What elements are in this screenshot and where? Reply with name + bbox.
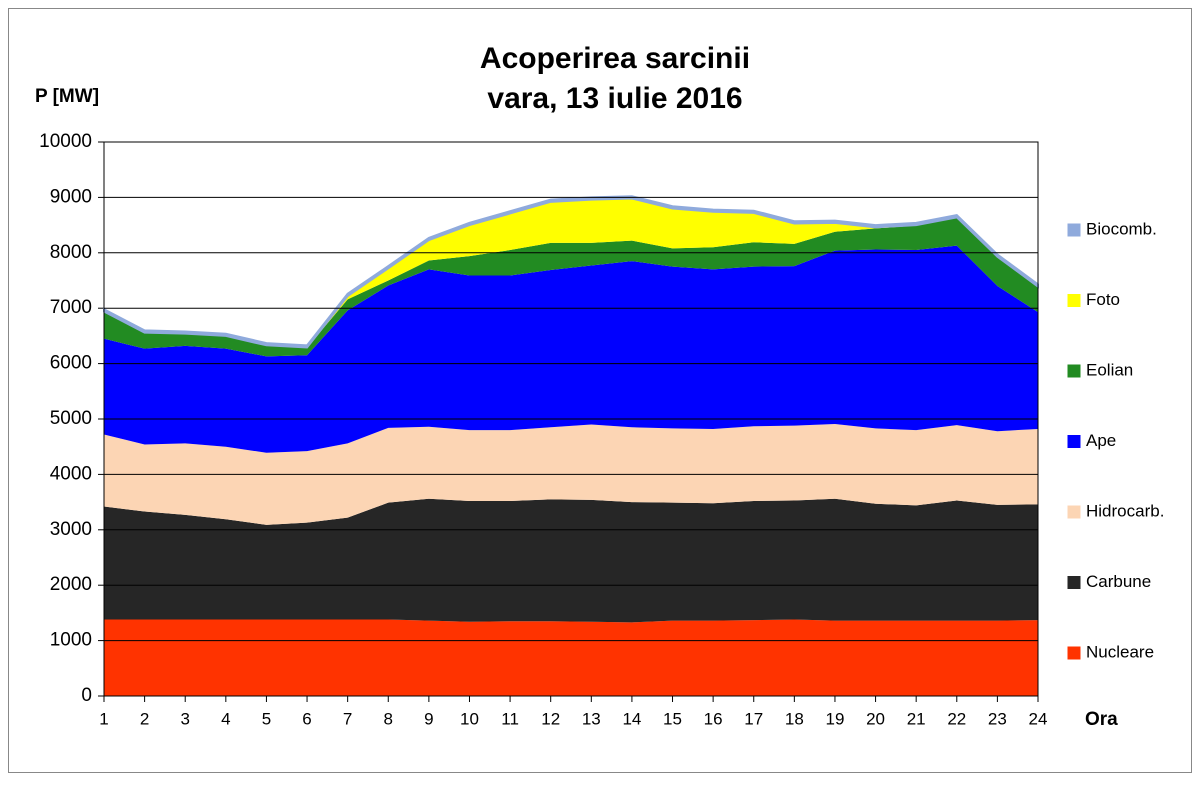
y-tick-label: 5000 [50,408,92,429]
x-tick-label: 13 [582,709,601,728]
legend-label: Hidrocarb. [1086,501,1164,520]
legend-swatch [1067,576,1081,589]
x-tick-label: 16 [704,709,723,728]
x-tick-label: 9 [424,709,433,728]
x-tick-label: 17 [744,709,763,728]
y-axis-title: P [MW] [35,86,99,107]
y-tick-label: 6000 [50,353,92,374]
x-axis-title: Ora [1085,709,1118,730]
y-tick-label: 3000 [50,519,92,540]
legend-swatch [1067,223,1081,237]
x-tick-label: 5 [262,709,271,728]
x-tick-label: 22 [947,709,966,728]
y-tick-label: 9000 [50,186,92,207]
legend-swatch [1067,294,1081,307]
x-tick-label: 20 [866,709,885,728]
area [104,245,1038,453]
y-tick-label: 8000 [50,242,92,263]
x-tick-label: 3 [180,709,189,728]
x-tick-label: 11 [501,709,519,728]
x-tick-label: 4 [221,709,230,728]
x-tick-label: 14 [622,709,641,728]
legend-swatch [1067,646,1081,660]
x-tick-label: 15 [663,709,682,728]
plot-border [103,141,1039,697]
legend-label: Biocomb. [1086,219,1157,238]
legend-label: Carbune [1086,572,1151,591]
y-tick-label: 4000 [50,463,92,484]
legend-swatch [1067,364,1081,378]
x-tick-label: 18 [785,709,804,728]
legend-label: Ape [1086,431,1116,450]
legend-label: Nucleare [1086,642,1154,661]
y-tick-label: 1000 [50,630,92,651]
x-tick-label: 1 [99,709,108,728]
y-tick-label: 2000 [50,574,92,595]
area [104,619,1038,696]
x-tick-label: 6 [302,709,311,728]
x-tick-label: 12 [541,709,560,728]
x-tick-label: 2 [140,709,149,728]
legend-swatch [1067,435,1081,448]
chart-subtitle: vara, 13 iulie 2016 [487,82,742,115]
x-tick-label: 24 [1029,709,1048,728]
y-tick-label: 10000 [39,131,92,152]
legend-label: Eolian [1086,360,1133,379]
chart-title: Acoperirea sarcinii [480,42,750,75]
legend-swatch [1067,505,1081,519]
x-tick-label: 7 [343,709,352,728]
x-tick-label: 8 [384,709,393,728]
x-tick-label: 19 [825,709,844,728]
x-tick-label: 21 [907,709,926,728]
y-tick-label: 0 [81,685,92,706]
x-tick-label: 10 [460,709,479,728]
legend-label: Foto [1086,290,1120,309]
x-tick-label: 23 [988,709,1007,728]
y-tick-label: 7000 [50,297,92,318]
